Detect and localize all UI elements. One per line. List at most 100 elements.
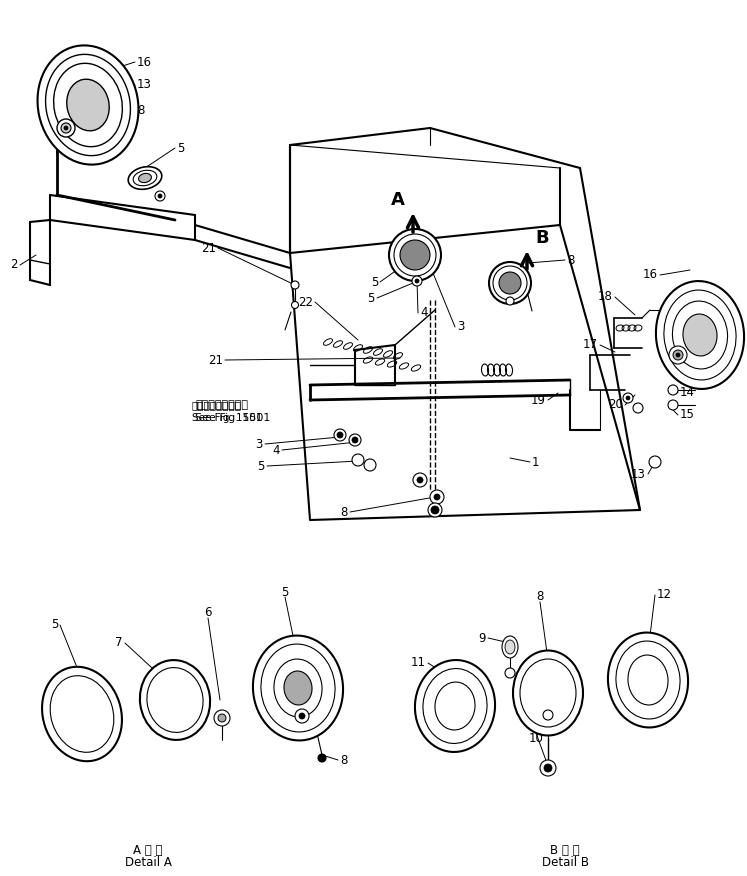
- Text: 第１５０１図参照: 第１５０１図参照: [195, 400, 248, 410]
- Text: See Fig. 1501: See Fig. 1501: [195, 413, 270, 423]
- Ellipse shape: [37, 46, 138, 165]
- Text: 8: 8: [341, 505, 348, 519]
- Text: 9: 9: [479, 632, 486, 645]
- Ellipse shape: [253, 636, 343, 740]
- Circle shape: [434, 494, 440, 500]
- Text: 5: 5: [282, 585, 288, 598]
- Ellipse shape: [505, 640, 515, 654]
- Ellipse shape: [133, 170, 157, 186]
- Circle shape: [417, 477, 423, 483]
- Text: See Fig. 1501: See Fig. 1501: [192, 413, 262, 423]
- Text: 13: 13: [137, 79, 152, 91]
- Text: 1: 1: [532, 456, 539, 469]
- Circle shape: [64, 126, 68, 130]
- Text: 5: 5: [371, 275, 378, 288]
- Text: 8: 8: [567, 253, 574, 266]
- Circle shape: [623, 393, 633, 403]
- Text: 3: 3: [457, 321, 465, 334]
- Circle shape: [295, 709, 309, 723]
- Circle shape: [318, 754, 326, 762]
- Ellipse shape: [139, 173, 152, 182]
- Ellipse shape: [42, 667, 122, 761]
- Ellipse shape: [616, 641, 680, 719]
- Circle shape: [170, 713, 180, 723]
- Circle shape: [155, 191, 165, 201]
- Circle shape: [649, 456, 661, 468]
- Text: B: B: [535, 229, 548, 247]
- Circle shape: [668, 385, 678, 395]
- Ellipse shape: [291, 281, 299, 289]
- Ellipse shape: [489, 262, 531, 304]
- Ellipse shape: [415, 660, 495, 752]
- Circle shape: [505, 668, 515, 678]
- Ellipse shape: [66, 79, 109, 131]
- Text: 22: 22: [298, 295, 313, 308]
- Text: 2: 2: [10, 258, 18, 272]
- Text: A: A: [391, 191, 405, 209]
- Circle shape: [430, 490, 444, 504]
- Ellipse shape: [502, 636, 518, 658]
- Ellipse shape: [499, 272, 521, 294]
- Text: 20: 20: [608, 399, 623, 412]
- Circle shape: [540, 760, 556, 776]
- Ellipse shape: [513, 651, 583, 736]
- Text: 5: 5: [51, 618, 58, 632]
- Circle shape: [428, 503, 442, 517]
- Ellipse shape: [389, 229, 441, 281]
- Circle shape: [413, 473, 427, 487]
- Text: Detail A: Detail A: [125, 856, 172, 868]
- Ellipse shape: [608, 632, 688, 727]
- Ellipse shape: [656, 281, 744, 389]
- Text: A 詳 細: A 詳 細: [133, 844, 163, 857]
- Text: 8: 8: [340, 753, 347, 766]
- Circle shape: [364, 459, 376, 471]
- Circle shape: [334, 429, 346, 441]
- Circle shape: [669, 346, 687, 364]
- Text: B 詳 細: B 詳 細: [551, 844, 580, 857]
- Circle shape: [626, 396, 630, 400]
- Text: 12: 12: [657, 589, 672, 602]
- Ellipse shape: [400, 240, 430, 270]
- Text: 11: 11: [411, 656, 426, 669]
- Ellipse shape: [520, 659, 576, 727]
- Circle shape: [676, 353, 680, 357]
- Ellipse shape: [274, 659, 322, 717]
- Text: 21: 21: [208, 354, 223, 366]
- Circle shape: [673, 350, 683, 360]
- Text: 8: 8: [536, 590, 544, 604]
- Text: 5: 5: [177, 142, 185, 154]
- Ellipse shape: [291, 301, 299, 308]
- Ellipse shape: [628, 655, 668, 705]
- Text: 8: 8: [137, 103, 144, 117]
- Circle shape: [61, 123, 71, 133]
- Ellipse shape: [435, 682, 475, 730]
- Circle shape: [337, 432, 343, 438]
- Ellipse shape: [423, 668, 487, 744]
- Circle shape: [352, 454, 364, 466]
- Text: 第１５０１図参照: 第１５０１図参照: [192, 400, 242, 410]
- Text: 18: 18: [598, 291, 613, 303]
- Text: 13: 13: [631, 468, 646, 481]
- Text: 10: 10: [529, 731, 543, 745]
- Text: 4: 4: [273, 443, 280, 456]
- Ellipse shape: [261, 644, 335, 732]
- Circle shape: [415, 279, 419, 283]
- Circle shape: [544, 764, 552, 772]
- Ellipse shape: [664, 290, 736, 380]
- Circle shape: [431, 506, 439, 514]
- Text: 21: 21: [201, 242, 216, 255]
- Text: 16: 16: [643, 269, 658, 281]
- Ellipse shape: [147, 668, 203, 732]
- Ellipse shape: [672, 301, 728, 369]
- Circle shape: [218, 714, 226, 722]
- Text: 5: 5: [368, 292, 375, 305]
- Text: Detail B: Detail B: [542, 856, 589, 868]
- Circle shape: [349, 434, 361, 446]
- Circle shape: [299, 713, 305, 719]
- Text: 6: 6: [204, 606, 211, 619]
- Circle shape: [633, 403, 643, 413]
- Circle shape: [57, 119, 75, 137]
- Text: 19: 19: [531, 393, 546, 406]
- Circle shape: [158, 194, 162, 198]
- Text: 5: 5: [258, 460, 265, 472]
